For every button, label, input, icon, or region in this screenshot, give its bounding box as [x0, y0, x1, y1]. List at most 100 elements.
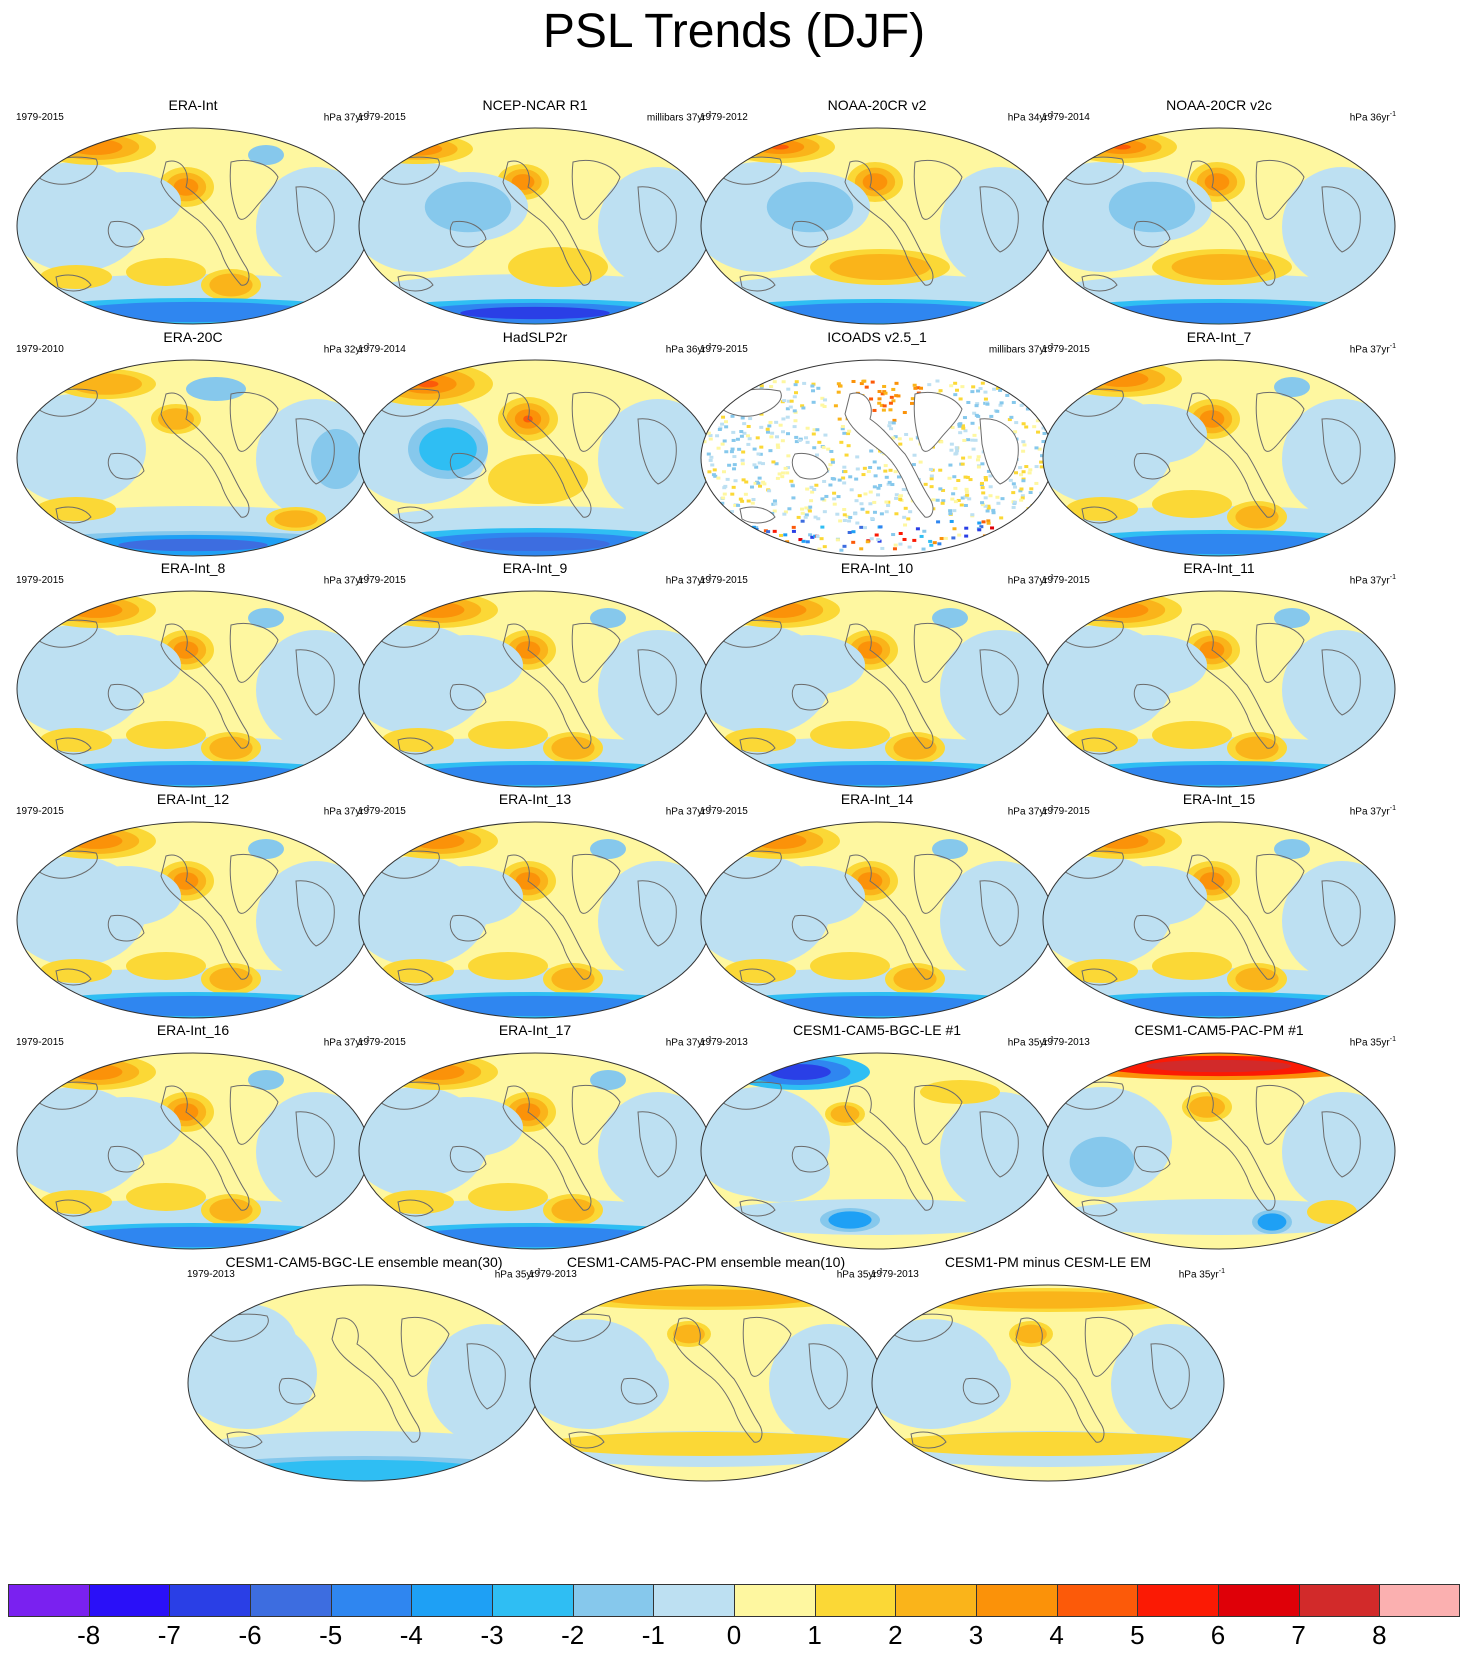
data-cell — [888, 401, 893, 405]
data-cell — [859, 382, 864, 386]
contour-region — [412, 995, 658, 1017]
contour-region — [1257, 1213, 1287, 1231]
data-cell — [816, 517, 821, 521]
data-cell — [964, 526, 969, 530]
contour-region — [413, 635, 523, 695]
data-cell — [861, 473, 866, 477]
data-cell — [954, 446, 959, 450]
coastline — [449, 452, 487, 480]
data-cell — [929, 474, 934, 478]
data-cell — [830, 460, 835, 464]
colorbar-tick-label: -6 — [238, 1620, 262, 1650]
data-cell — [838, 384, 843, 388]
data-cell — [1024, 425, 1029, 429]
data-cell — [746, 434, 751, 438]
contour-region — [382, 959, 454, 983]
panel-units: hPa 37yr-1 — [1350, 341, 1396, 356]
data-cell — [883, 391, 888, 395]
data-cell — [842, 544, 847, 548]
data-cell — [717, 546, 722, 550]
panel-units-base: hPa 36yr — [1349, 112, 1390, 124]
data-cell — [861, 379, 866, 383]
data-cell — [723, 484, 728, 488]
coastline — [295, 418, 335, 485]
data-cell — [870, 517, 875, 521]
data-cell — [1037, 447, 1042, 451]
coastline — [226, 1431, 263, 1449]
data-cell — [883, 469, 888, 473]
data-cell — [704, 529, 709, 533]
panel-title: CESM1-CAM5-BGC-LE ensemble mean(30) — [225, 1254, 503, 1270]
data-cell — [744, 381, 749, 385]
data-cell — [727, 528, 732, 532]
data-cell — [822, 510, 827, 514]
panel-title: NCEP-NCAR R1 — [482, 97, 588, 113]
data-cell — [1011, 482, 1016, 486]
data-cell — [760, 546, 765, 550]
data-cell — [998, 403, 1003, 407]
data-cell — [1014, 471, 1019, 475]
colorbar-tick-label: 8 — [1372, 1620, 1387, 1650]
coastline — [637, 649, 677, 716]
panel-units-exponent: -1 — [363, 111, 370, 118]
data-cell — [842, 465, 847, 469]
contour-region — [241, 1459, 487, 1481]
data-cell — [908, 437, 913, 441]
data-cell — [980, 381, 985, 385]
data-cell — [802, 381, 807, 385]
panel-years: 1979-2015 — [358, 1037, 406, 1048]
data-cell — [929, 543, 934, 547]
data-cell — [960, 496, 965, 500]
panel-title: CESM1-CAM5-PAC-PM #1 — [1134, 1022, 1304, 1038]
data-cell — [837, 417, 842, 421]
data-cell — [710, 534, 715, 538]
data-cell — [714, 400, 719, 404]
data-cell — [893, 470, 898, 474]
coastline — [571, 160, 621, 220]
panel-years: 1979-2013 — [871, 1269, 919, 1280]
data-cell — [907, 545, 912, 549]
coastline — [466, 1343, 506, 1410]
data-cell — [800, 404, 805, 408]
panel-years: 1979-2015 — [16, 1037, 64, 1048]
data-cell — [966, 438, 971, 442]
panel-title: ERA-Int_7 — [1186, 329, 1252, 345]
data-cell — [935, 379, 940, 383]
data-cell — [722, 492, 727, 496]
data-cell — [758, 484, 763, 488]
data-cell — [1021, 449, 1026, 453]
data-cell — [788, 405, 793, 409]
contour-region — [248, 145, 284, 165]
contour-region — [1282, 1092, 1395, 1212]
data-cell — [891, 387, 896, 391]
contour-region — [590, 608, 626, 628]
colorbar-swatch — [330, 1584, 412, 1617]
data-cell — [961, 426, 966, 430]
data-cell — [747, 437, 752, 441]
data-cell — [851, 379, 856, 383]
data-cell — [935, 498, 940, 502]
data-cell — [740, 499, 745, 503]
panel-units-base: hPa 35yr — [1178, 1269, 1219, 1281]
coastline — [1084, 1317, 1134, 1377]
data-cell — [892, 547, 897, 551]
data-cell — [803, 515, 808, 519]
data-cell — [1019, 498, 1024, 502]
map-plot — [700, 590, 1054, 788]
data-cell — [763, 529, 768, 533]
panel-years: 1979-2013 — [187, 1269, 235, 1280]
data-cell — [884, 510, 889, 514]
data-cell — [919, 386, 924, 390]
panel-units: hPa 37yr-1 — [324, 572, 370, 587]
contour-region — [1096, 764, 1342, 786]
data-cell — [835, 512, 840, 516]
data-cell — [983, 548, 988, 552]
coastline — [229, 1085, 279, 1145]
contour-region — [940, 167, 1053, 287]
data-cell — [709, 415, 714, 419]
coastline — [979, 186, 1019, 253]
data-cell — [708, 458, 713, 462]
data-cell — [808, 533, 813, 537]
data-cell — [774, 420, 779, 424]
coastline — [913, 1085, 963, 1145]
